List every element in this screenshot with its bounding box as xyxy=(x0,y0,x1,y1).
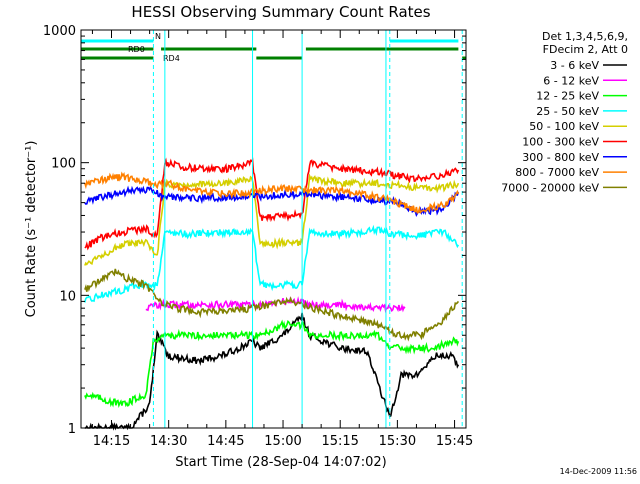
time-markers xyxy=(152,30,463,428)
chart-title: HESSI Observing Summary Count Rates xyxy=(131,3,430,21)
x-tick-label-1: 14:30 xyxy=(150,434,187,449)
y-tick-label-0: 1 xyxy=(68,422,76,437)
series-line-12-25-kev xyxy=(84,319,460,408)
axes: 14:15 14:30 14:45 15:00 15:15 15:30 15:45 1 10 10… xyxy=(43,24,473,449)
legend-label-6: 300 - 800 keV xyxy=(522,151,599,164)
legend-label-4: 50 - 100 keV xyxy=(529,120,599,133)
footer-timestamp: 14-Dec-2009 11:56 xyxy=(560,467,637,476)
legend-label-8: 7000 - 20000 keV xyxy=(501,181,599,194)
series-line-3-6-kev xyxy=(84,312,460,431)
legend-label-1: 6 - 12 keV xyxy=(543,74,599,87)
x-tick-label-0: 14:15 xyxy=(93,434,130,449)
x-tick-label-5: 15:30 xyxy=(379,434,416,449)
y-tick-label-1: 10 xyxy=(59,289,76,304)
x-tick-label-4: 15:15 xyxy=(321,434,358,449)
series-line-100-300-kev xyxy=(84,157,460,251)
legend-label-3: 25 - 50 keV xyxy=(536,105,599,118)
y-axis-label: Count Rate (s⁻¹ detector⁻¹) xyxy=(24,141,39,318)
series-line-800-7000-kev xyxy=(84,171,460,215)
y-tick-label-3: 1000 xyxy=(43,24,76,39)
plot-area xyxy=(84,157,460,431)
flag-label-rd0: RD0 xyxy=(128,45,145,54)
x-tick-label-6: 15:45 xyxy=(436,434,473,449)
plot-frame xyxy=(80,29,467,429)
legend-header-0: Det 1,3,4,5,6,9, xyxy=(542,30,628,43)
legend-label-0: 3 - 6 keV xyxy=(550,59,599,72)
x-tick-label-3: 15:00 xyxy=(264,434,301,449)
x-tick-label-2: 14:45 xyxy=(207,434,244,449)
legend-header-1: FDecim 2, Att 0 xyxy=(543,43,628,56)
series-line-7000-20000-kev xyxy=(84,268,460,342)
flag-bars: N RD0 RD4 xyxy=(81,32,466,63)
y-tick-label-2: 100 xyxy=(51,157,76,172)
flag-label-rd4: RD4 xyxy=(163,54,180,63)
flag-label-n: N xyxy=(155,32,161,41)
legend-label-7: 800 - 7000 keV xyxy=(515,166,599,179)
legend-label-2: 12 - 25 keV xyxy=(536,90,599,103)
legend-label-5: 100 - 300 keV xyxy=(522,136,599,149)
series-line-50-100-kev xyxy=(84,173,460,266)
series-line-300-800-kev xyxy=(84,185,460,217)
x-axis-label: Start Time (28-Sep-04 14:07:02) xyxy=(175,455,386,470)
legend: Det 1,3,4,5,6,9,FDecim 2, Att 0 3 - 6 keV… xyxy=(501,30,628,194)
